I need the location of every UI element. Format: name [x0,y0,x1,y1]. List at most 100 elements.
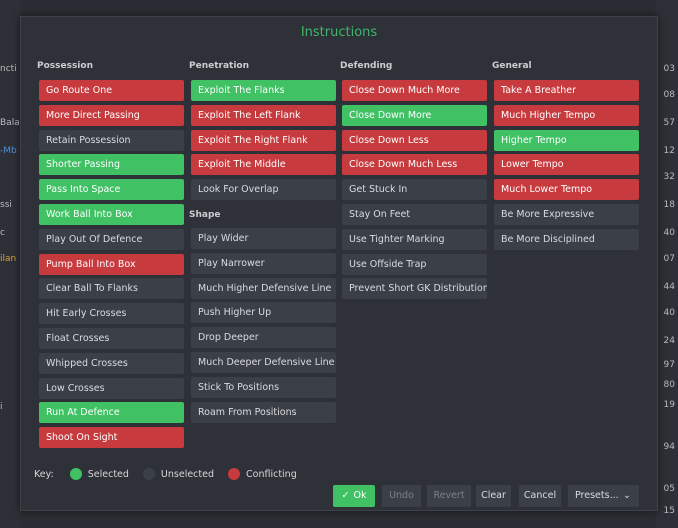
instruction-push-higher-up-button[interactable]: Push Higher Up [191,302,336,324]
instruction-take-a-breather-button[interactable]: Take A Breather [494,80,639,101]
bg-number: 03 [663,64,675,74]
instruction-roam-from-positions-button[interactable]: Roam From Positions [191,401,336,423]
instruction-use-tighter-marking-button[interactable]: Use Tighter Marking [342,228,487,250]
bg-number: 32 [663,172,675,182]
instruction-hit-early-crosses-button[interactable]: Hit Early Crosses [39,303,184,325]
unselected-dot-icon [142,468,155,480]
instruction-stay-on-feet-button[interactable]: Stay On Feet [342,204,487,225]
dialog-title: Instructions [300,25,378,40]
legend: Key: Selected Unselected Conflicting [34,468,297,480]
instruction-be-more-expressive-button[interactable]: Be More Expressive [494,204,639,225]
instruction-whipped-crosses-button[interactable]: Whipped Crosses [39,352,184,374]
bg-number: 15 [663,506,675,516]
legend-conflicting: Conflicting [228,468,297,480]
instruction-close-down-much-less-button[interactable]: Close Down Much Less [342,154,487,176]
column-header-shape: Shape [189,210,221,220]
bg-number: 19 [663,400,675,410]
column-header-possession: Possession [37,61,93,71]
instruction-much-lower-tempo-button[interactable]: Much Lower Tempo [494,179,639,201]
cancel-label: Cancel [523,490,557,501]
undo-button[interactable]: Undo [382,485,421,507]
instruction-prevent-short-gk-distribution-button[interactable]: Prevent Short GK Distribution [342,278,487,300]
bg-text: ssi [0,200,12,210]
bg-number: 40 [663,308,675,318]
column-header-defending: Defending [340,61,393,71]
revert-label: Revert [433,490,465,501]
instruction-play-narrower-button[interactable]: Play Narrower [191,252,336,274]
bg-number: 05 [663,484,675,494]
instruction-exploit-the-flanks-button[interactable]: Exploit The Flanks [191,80,336,101]
clear-button[interactable]: Clear [476,485,511,507]
conflicting-dot-icon [228,468,240,480]
instruction-much-higher-tempo-button[interactable]: Much Higher Tempo [494,104,639,126]
bg-text: c [0,228,5,238]
instruction-higher-tempo-button[interactable]: Higher Tempo [494,129,639,151]
bg-number: 94 [663,442,675,452]
bg-number: 80 [663,380,675,390]
instruction-be-more-disciplined-button[interactable]: Be More Disciplined [494,228,639,250]
background-right-panel: 03 08 57 12 32 18 40 07 44 40 24 97 80 1… [656,0,678,528]
instructions-dialog: Instructions Possession Penetration Defe… [20,16,658,511]
instruction-pass-into-space-button[interactable]: Pass Into Space [39,179,184,201]
legend-label: Key: [34,468,54,480]
instruction-play-wider-button[interactable]: Play Wider [191,228,336,249]
presets-dropdown[interactable]: Presets... ⌄ [568,485,639,507]
legend-selected: Selected [69,468,129,480]
bg-number: 18 [663,200,675,210]
cancel-button[interactable]: Cancel [519,485,561,507]
presets-label: Presets... [575,490,619,501]
bg-text: -Mb [0,146,17,156]
instruction-close-down-less-button[interactable]: Close Down Less [342,129,487,151]
clear-label: Clear [481,490,506,501]
instruction-pump-ball-into-box-button[interactable]: Pump Ball Into Box [39,253,184,275]
column-header-penetration: Penetration [189,61,250,71]
instruction-exploit-the-right-flank-button[interactable]: Exploit The Right Flank [191,129,336,151]
bg-number: 08 [663,90,675,100]
bg-number: 44 [663,282,675,292]
legend-unselected-label: Unselected [160,468,214,480]
instruction-look-for-overlap-button[interactable]: Look For Overlap [191,179,336,201]
legend-selected-label: Selected [87,468,129,480]
bg-text: ncti [0,64,17,74]
instruction-go-route-one-button[interactable]: Go Route One [39,80,184,101]
revert-button[interactable]: Revert [427,485,471,507]
instruction-much-higher-defensive-line-button[interactable]: Much Higher Defensive Line [191,277,336,299]
ok-button[interactable]: ✓ Ok [333,485,375,507]
instruction-close-down-much-more-button[interactable]: Close Down Much More [342,80,487,101]
background-left-panel: ncti Bala -Mb ssi c ilan i [0,0,20,528]
bg-number: 57 [663,118,675,128]
bg-text: Bala [0,118,20,128]
bg-text: ilan [0,254,17,264]
instruction-get-stuck-in-button[interactable]: Get Stuck In [342,179,487,201]
bg-number: 40 [663,228,675,238]
instruction-drop-deeper-button[interactable]: Drop Deeper [191,327,336,349]
legend-conflicting-label: Conflicting [246,468,297,480]
instruction-use-offside-trap-button[interactable]: Use Offside Trap [342,253,487,275]
instruction-much-deeper-defensive-line-button[interactable]: Much Deeper Defensive Line [191,352,336,373]
bg-number: 12 [663,146,675,156]
bg-text: i [0,402,3,412]
column-header-general: General [492,61,532,71]
instruction-work-ball-into-box-button[interactable]: Work Ball Into Box [39,204,184,225]
instruction-exploit-the-left-flank-button[interactable]: Exploit The Left Flank [191,104,336,126]
instruction-close-down-more-button[interactable]: Close Down More [342,104,487,126]
selected-dot-icon [69,468,82,480]
bg-number: 07 [663,254,675,264]
instruction-shorter-passing-button[interactable]: Shorter Passing [39,154,184,176]
legend-unselected: Unselected [142,468,214,480]
instruction-run-at-defence-button[interactable]: Run At Defence [39,402,184,424]
instruction-lower-tempo-button[interactable]: Lower Tempo [494,154,639,176]
instruction-play-out-of-defence-button[interactable]: Play Out Of Defence [39,228,184,250]
instruction-shoot-on-sight-button[interactable]: Shoot On Sight [39,427,184,449]
instruction-more-direct-passing-button[interactable]: More Direct Passing [39,104,184,126]
instruction-exploit-the-middle-button[interactable]: Exploit The Middle [191,154,336,176]
chevron-down-icon: ⌄ [623,490,631,501]
instruction-clear-ball-to-flanks-button[interactable]: Clear Ball To Flanks [39,278,184,300]
checkmark-icon: ✓ [341,490,350,501]
instruction-stick-to-positions-button[interactable]: Stick To Positions [191,376,336,398]
bg-number: 24 [663,336,675,346]
instruction-float-crosses-button[interactable]: Float Crosses [39,328,184,349]
ok-label: Ok [353,490,367,501]
instruction-retain-possession-button[interactable]: Retain Possession [39,129,184,151]
instruction-low-crosses-button[interactable]: Low Crosses [39,377,184,399]
